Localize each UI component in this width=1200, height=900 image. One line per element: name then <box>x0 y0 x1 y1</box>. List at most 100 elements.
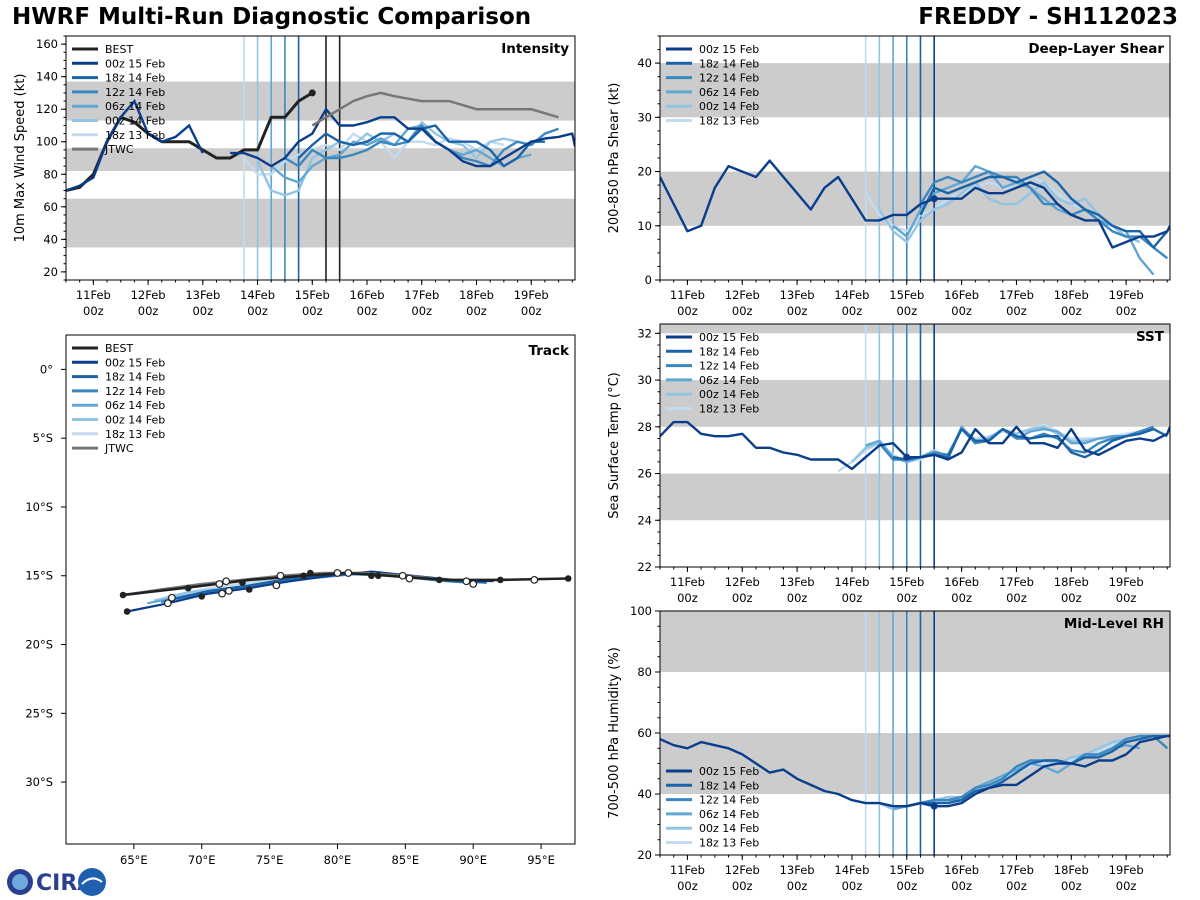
sst-xtick-label-day: 17Feb <box>999 575 1034 589</box>
intensity-legend-label: 06z 14 Feb <box>105 100 165 113</box>
intensity-xtick-label-hour: 00z <box>411 304 432 318</box>
sst-xtick-label-hour: 00z <box>896 591 917 605</box>
shear-ytick-label: 20 <box>637 165 652 179</box>
rh-legend-label: 12z 14 Feb <box>699 794 759 807</box>
sst-xtick-label-hour: 00z <box>951 591 972 605</box>
rh-xtick-label-hour: 00z <box>1006 879 1027 893</box>
rh-xtick-label-hour: 00z <box>1061 879 1082 893</box>
rh-ytick-label: 40 <box>637 787 652 801</box>
track-best-position-marker <box>123 608 131 615</box>
sst-legend-label: 12z 14 Feb <box>699 360 759 373</box>
intensity-xtick-label-hour: 00z <box>466 304 487 318</box>
sst-legend-label: 18z 13 Feb <box>699 403 759 416</box>
shear-xtick-label-hour: 00z <box>951 304 972 318</box>
track-best-position-marker <box>564 575 572 582</box>
track-forecast-position-marker <box>163 599 172 608</box>
shear-legend-label: 00z 15 Feb <box>699 43 759 56</box>
rh-plot-area <box>660 611 1170 855</box>
intensity-series-00z-14-feb <box>256 121 518 197</box>
shear-title: Deep-Layer Shear <box>1028 41 1164 57</box>
track-best-position-marker <box>374 572 382 580</box>
track-forecast-position-marker <box>333 569 342 577</box>
rh-ytick-label: 80 <box>637 665 652 679</box>
intensity-xtick-label-day: 14Feb <box>240 288 275 302</box>
rh-xtick-label-hour: 00z <box>896 879 917 893</box>
shear-shaded-band <box>660 63 1170 118</box>
track-xtick-label: 85°E <box>392 853 420 867</box>
track-forecast-position-marker <box>344 569 353 577</box>
track-legend-label: JTWC <box>104 442 134 455</box>
track-best-position-marker <box>184 584 192 592</box>
sst-xtick-label-day: 13Feb <box>780 575 815 589</box>
intensity-xtick-label-hour: 00z <box>357 304 378 318</box>
shear-xtick-label-hour: 00z <box>896 304 917 318</box>
track-forecast-position-marker <box>469 580 478 588</box>
intensity-xtick-label-hour: 00z <box>83 304 104 318</box>
intensity-xtick-label-hour: 00z <box>247 304 268 318</box>
track-xtick-label: 80°E <box>324 853 352 867</box>
sst-xtick-label-day: 15Feb <box>889 575 924 589</box>
rh-xtick-label-day: 13Feb <box>780 863 815 877</box>
intensity-ytick-label: 60 <box>43 200 58 214</box>
intensity-xtick-label-day: 15Feb <box>295 288 330 302</box>
sst-legend-label: 18z 14 Feb <box>699 345 759 358</box>
intensity-plot-area <box>66 36 575 280</box>
sst-ytick-label: 28 <box>637 420 652 434</box>
track-ytick-label: 0° <box>40 362 53 376</box>
intensity-shaded-band <box>66 148 575 172</box>
sst-legend-label: 06z 14 Feb <box>699 374 759 387</box>
shear-xtick-label-hour: 00z <box>677 304 698 318</box>
intensity-xtick-label-day: 11Feb <box>76 288 111 302</box>
rh-panel: 20 40 60 80 100 11Feb 00z 12Feb 00z 13Feb 00z 14Feb… <box>607 604 1171 893</box>
track-ytick-label: 30°S <box>25 775 53 789</box>
track-best-position-marker <box>307 569 314 577</box>
shear-xtick-label-day: 12Feb <box>725 288 760 302</box>
intensity-legend-label: 12z 14 Feb <box>105 86 165 99</box>
rh-xtick-label-day: 14Feb <box>834 863 869 877</box>
intensity-series-12z-14-feb <box>284 124 560 168</box>
sst-legend-label: 00z 15 Feb <box>699 331 759 344</box>
track-best-position-marker <box>239 579 246 586</box>
sst-panel: 22 24 26 28 30 32 11Feb 00z 12Feb 00z 13Feb 00z 14Fe… <box>607 323 1171 605</box>
track-forecast-position-marker <box>272 581 281 590</box>
shear-plot-area <box>660 36 1170 280</box>
sst-plot-area <box>660 324 1170 567</box>
rh-legend-label: 00z 15 Feb <box>699 765 759 778</box>
intensity-title: Intensity <box>501 41 569 57</box>
track-forecast-position-marker <box>222 577 231 586</box>
shear-ylabel: 200-850 hPa Shear (kt) <box>607 83 622 234</box>
intensity-ylabel: 10m Max Wind Speed (kt) <box>13 74 28 243</box>
rh-ytick-label: 20 <box>637 848 652 862</box>
shear-xtick-label-hour: 00z <box>1006 304 1027 318</box>
intensity-ytick-label: 140 <box>36 70 58 84</box>
rh-legend-label: 00z 14 Feb <box>699 822 759 835</box>
shear-ytick-label: 10 <box>637 219 652 233</box>
intensity-legend-label: 00z 15 Feb <box>105 57 165 70</box>
sst-shaded-band <box>660 324 1170 334</box>
shear-xtick-label-hour: 00z <box>1061 304 1082 318</box>
track-xtick-label: 70°E <box>188 853 216 867</box>
track-forecast-position-marker <box>462 577 471 586</box>
rh-xtick-label-day: 19Feb <box>1109 863 1144 877</box>
rh-legend-label: 18z 14 Feb <box>699 779 759 792</box>
shear-legend-label: 18z 13 Feb <box>699 115 759 128</box>
track-xtick-label: 75°E <box>256 853 284 867</box>
sst-ytick-label: 30 <box>637 373 652 387</box>
intensity-xtick-label-day: 19Feb <box>514 288 549 302</box>
track-best-position-marker <box>300 572 307 580</box>
shear-xtick-label-day: 13Feb <box>780 288 815 302</box>
rh-xtick-label-hour: 00z <box>732 879 753 893</box>
sst-shaded-band <box>660 473 1170 521</box>
intensity-xtick-label-day: 16Feb <box>350 288 385 302</box>
track-ytick-label: 25°S <box>25 706 53 720</box>
sst-xtick-label-day: 19Feb <box>1109 575 1144 589</box>
sst-ytick-label: 26 <box>637 467 652 481</box>
rh-xtick-label-day: 15Feb <box>889 863 924 877</box>
shear-legend-label: 12z 14 Feb <box>699 72 759 85</box>
track-legend-label: 00z 14 Feb <box>105 414 165 427</box>
track-plot-area <box>119 569 572 615</box>
intensity-xtick-label-hour: 00z <box>521 304 542 318</box>
